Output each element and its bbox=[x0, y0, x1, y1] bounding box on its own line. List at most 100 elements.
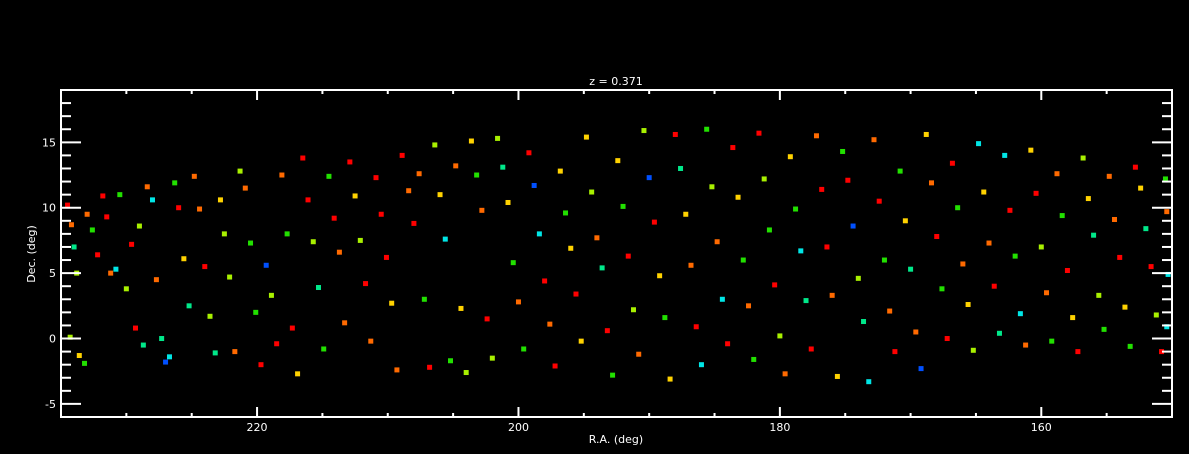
data-point bbox=[881, 257, 887, 263]
data-point bbox=[1002, 152, 1008, 158]
data-point bbox=[342, 320, 348, 326]
data-point bbox=[599, 265, 605, 271]
data-point bbox=[902, 218, 908, 224]
data-point bbox=[1148, 264, 1154, 270]
data-point bbox=[578, 338, 584, 344]
data-point bbox=[123, 286, 129, 292]
data-point bbox=[104, 214, 110, 220]
data-point bbox=[1007, 207, 1013, 213]
data-point bbox=[227, 274, 233, 280]
data-point bbox=[777, 333, 783, 339]
data-point bbox=[850, 223, 856, 229]
data-point bbox=[766, 227, 772, 233]
data-point bbox=[787, 154, 793, 160]
data-point bbox=[1164, 209, 1170, 215]
data-point bbox=[855, 275, 861, 281]
data-point bbox=[144, 184, 150, 190]
data-point bbox=[181, 256, 187, 262]
data-point bbox=[258, 362, 264, 368]
data-point bbox=[68, 222, 74, 228]
data-point bbox=[310, 239, 316, 245]
data-point bbox=[153, 277, 159, 283]
data-point bbox=[84, 211, 90, 217]
data-point bbox=[357, 237, 363, 243]
data-point bbox=[1091, 232, 1097, 238]
data-point bbox=[463, 370, 469, 376]
data-point bbox=[798, 248, 804, 254]
data-points bbox=[65, 126, 1171, 385]
data-point bbox=[970, 347, 976, 353]
y-tick-label: 0 bbox=[49, 333, 56, 346]
data-point bbox=[336, 249, 342, 255]
data-point bbox=[242, 185, 248, 191]
data-point bbox=[996, 330, 1002, 336]
data-point bbox=[834, 373, 840, 379]
data-point bbox=[133, 325, 139, 331]
y-axis-label: Dec. (deg) bbox=[25, 225, 38, 283]
data-point bbox=[176, 205, 182, 211]
data-point bbox=[300, 155, 306, 161]
data-point bbox=[427, 364, 433, 370]
axis-ticks: 220 200 180 160 -5 0 5 10 15 bbox=[42, 89, 1173, 434]
data-point bbox=[698, 362, 704, 368]
data-point bbox=[793, 206, 799, 212]
plot-frame bbox=[60, 89, 1173, 418]
data-point bbox=[437, 192, 443, 198]
data-point bbox=[730, 145, 736, 151]
data-point bbox=[897, 168, 903, 174]
y-tick-label: 5 bbox=[49, 267, 56, 280]
data-point bbox=[484, 316, 490, 322]
data-point bbox=[172, 180, 178, 186]
data-point bbox=[1023, 342, 1029, 348]
data-point bbox=[955, 205, 961, 211]
data-point bbox=[100, 193, 106, 199]
data-point bbox=[268, 292, 274, 298]
data-point bbox=[803, 298, 809, 304]
data-point bbox=[1059, 213, 1065, 219]
data-point bbox=[67, 334, 73, 340]
data-point bbox=[284, 231, 290, 237]
data-point bbox=[217, 197, 223, 203]
data-point bbox=[448, 358, 454, 364]
data-point bbox=[552, 363, 558, 369]
data-point bbox=[263, 262, 269, 268]
data-point bbox=[667, 376, 673, 382]
data-point bbox=[944, 336, 950, 342]
data-point bbox=[976, 141, 982, 147]
data-point bbox=[986, 240, 992, 246]
data-point bbox=[918, 366, 924, 372]
data-point bbox=[1106, 173, 1112, 179]
data-point bbox=[1070, 315, 1076, 321]
data-point bbox=[442, 236, 448, 242]
data-point bbox=[279, 172, 285, 178]
data-point bbox=[197, 206, 203, 212]
data-point bbox=[383, 254, 389, 260]
data-point bbox=[1028, 147, 1034, 153]
data-point bbox=[939, 286, 945, 292]
data-point bbox=[479, 207, 485, 213]
data-point bbox=[536, 231, 542, 237]
data-point bbox=[421, 296, 427, 302]
data-point bbox=[1165, 271, 1171, 277]
data-point bbox=[149, 197, 155, 203]
x-tick-label: 160 bbox=[1031, 421, 1052, 434]
data-point bbox=[136, 223, 142, 229]
data-point bbox=[861, 319, 867, 325]
data-point bbox=[782, 371, 788, 377]
chart-title: z = 0.371 bbox=[589, 75, 642, 88]
data-point bbox=[813, 133, 819, 139]
data-point bbox=[1132, 164, 1138, 170]
data-point bbox=[526, 150, 532, 156]
data-point bbox=[253, 309, 259, 315]
data-point bbox=[1044, 290, 1050, 296]
data-point bbox=[505, 199, 511, 205]
data-point bbox=[1122, 304, 1128, 310]
data-point bbox=[824, 244, 830, 250]
data-point bbox=[913, 329, 919, 335]
data-point bbox=[746, 303, 752, 309]
data-point bbox=[651, 219, 657, 225]
data-point bbox=[1101, 326, 1107, 332]
data-point bbox=[714, 239, 720, 245]
data-point bbox=[1164, 324, 1170, 330]
data-point bbox=[672, 131, 678, 137]
